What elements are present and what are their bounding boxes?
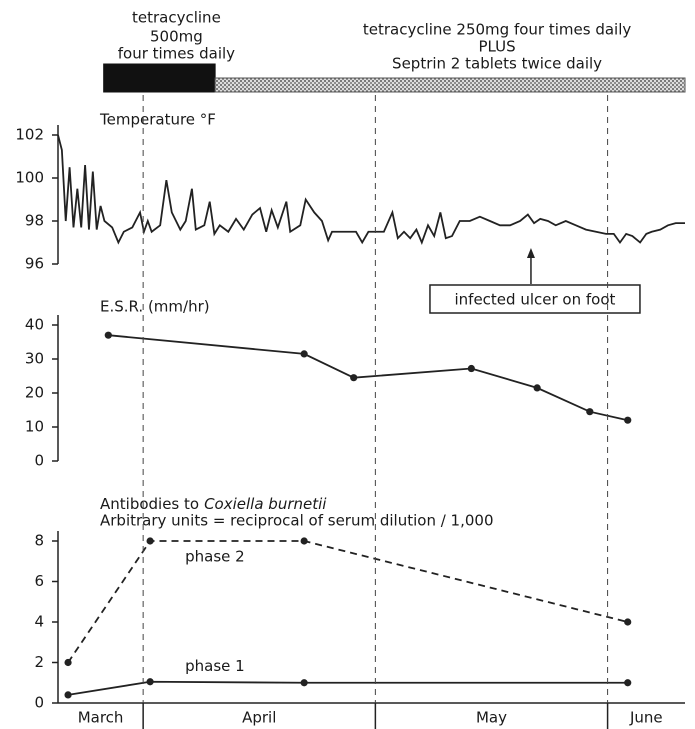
data-point xyxy=(64,691,72,699)
x-tick-label: April xyxy=(242,709,276,727)
treatment-label: four times daily xyxy=(118,45,235,63)
data-point xyxy=(300,679,308,687)
panel-title: Temperature °F xyxy=(99,111,216,129)
data-point xyxy=(146,537,154,545)
data-line xyxy=(67,540,628,664)
data-point xyxy=(467,364,475,373)
y-tick-label: 0 xyxy=(34,452,44,470)
series-label: phase 2 xyxy=(185,548,245,566)
y-tick-label: 100 xyxy=(15,169,44,187)
y-tick-label: 20 xyxy=(25,384,44,402)
x-tick-label: May xyxy=(476,709,507,727)
data-point xyxy=(624,618,632,626)
treatment-label: 500mg xyxy=(150,28,203,46)
arrow-head xyxy=(526,248,535,258)
data-point xyxy=(624,679,632,687)
data-line xyxy=(57,134,685,245)
y-tick-label: 4 xyxy=(34,613,44,631)
data-point xyxy=(533,384,541,392)
y-tick-label: 102 xyxy=(15,126,44,144)
data-point xyxy=(300,350,308,358)
data-line xyxy=(67,680,628,696)
data-point xyxy=(64,658,72,667)
treatment-label: Septrin 2 tablets twice daily xyxy=(392,55,602,73)
data-point xyxy=(586,408,594,416)
treatment-label: tetracycline xyxy=(132,9,221,27)
y-tick-label: 40 xyxy=(25,316,44,334)
treatment-label: tetracycline 250mg four times daily xyxy=(363,21,632,39)
title-part: Antibodies to xyxy=(100,495,199,513)
panel-subtitle: Arbitrary units = reciprocal of serum di… xyxy=(100,512,494,530)
annotation-text: infected ulcer on foot xyxy=(455,291,616,309)
data-point xyxy=(104,331,112,339)
y-tick-label: 6 xyxy=(34,572,44,590)
treatment-label: PLUS xyxy=(478,38,515,56)
y-tick-label: 2 xyxy=(34,653,44,671)
y-tick-label: 10 xyxy=(25,418,44,436)
data-point xyxy=(624,416,632,424)
data-point xyxy=(300,537,308,545)
data-point xyxy=(350,374,358,382)
y-tick-label: 0 xyxy=(34,694,44,712)
treatment-bar xyxy=(214,77,686,93)
y-tick-label: 8 xyxy=(34,532,44,550)
panel-title: E.S.R. (mm/hr) xyxy=(100,298,210,316)
y-tick-label: 98 xyxy=(25,212,44,230)
panel-title: Antibodies to Coxiella burnetii xyxy=(100,495,327,513)
x-tick-label: June xyxy=(629,709,663,727)
annotation-box xyxy=(429,284,641,314)
title-part: Coxiella burnetii xyxy=(204,495,327,513)
treatment-bar xyxy=(103,63,216,93)
x-tick-label: March xyxy=(78,709,124,727)
data-line xyxy=(108,334,628,422)
series-label: phase 1 xyxy=(185,657,245,675)
y-tick-label: 30 xyxy=(25,350,44,368)
data-point xyxy=(146,678,154,686)
y-tick-label: 96 xyxy=(25,255,44,273)
